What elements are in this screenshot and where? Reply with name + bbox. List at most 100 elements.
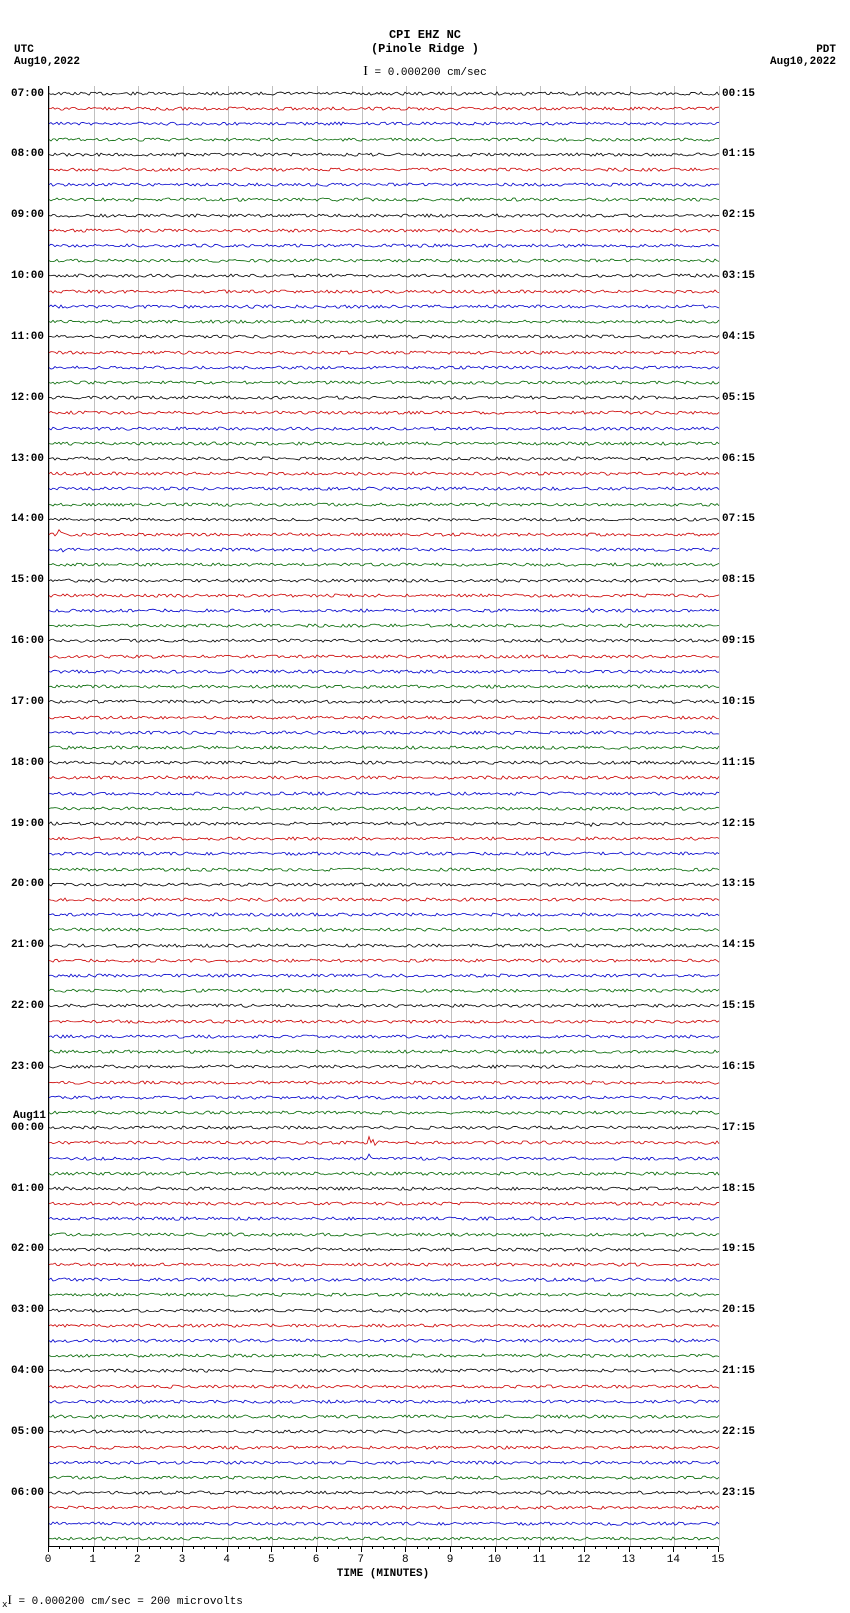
x-tick — [539, 1546, 540, 1552]
date-left: Aug10,2022 — [14, 56, 80, 68]
time-label-pdt: 16:15 — [722, 1061, 766, 1073]
seismic-trace — [49, 527, 719, 542]
time-label-utc: 12:00 — [2, 392, 44, 404]
x-tick — [182, 1546, 183, 1552]
time-label-utc: 21:00 — [2, 939, 44, 951]
time-label-pdt: 07:15 — [722, 513, 766, 525]
time-label-utc: 08:00 — [2, 148, 44, 160]
seismic-trace — [49, 786, 719, 801]
seismic-trace — [49, 497, 719, 512]
x-tick-minor — [338, 1546, 339, 1549]
x-tick-minor — [439, 1546, 440, 1549]
seismic-trace — [49, 1014, 719, 1029]
x-tick-minor — [461, 1546, 462, 1549]
x-tick-minor — [662, 1546, 663, 1549]
seismic-trace — [49, 223, 719, 238]
seismic-trace — [49, 314, 719, 329]
station-title: CPI EHZ NC — [0, 28, 850, 42]
seismic-trace — [49, 618, 719, 633]
seismic-trace — [49, 284, 719, 299]
seismic-trace — [49, 831, 719, 846]
x-tick-label: 10 — [488, 1554, 501, 1566]
x-tick — [271, 1546, 272, 1552]
x-tick-minor — [595, 1546, 596, 1549]
x-tick-minor — [562, 1546, 563, 1549]
time-label-utc: 03:00 — [2, 1304, 44, 1316]
time-label-pdt: 04:15 — [722, 331, 766, 343]
x-tick-minor — [238, 1546, 239, 1549]
time-label-utc: 07:00 — [2, 88, 44, 100]
seismic-trace — [49, 345, 719, 360]
x-tick-minor — [160, 1546, 161, 1549]
x-tick-minor — [517, 1546, 518, 1549]
x-tick-label: 7 — [357, 1554, 364, 1566]
x-tick — [227, 1546, 228, 1552]
seismic-trace — [49, 162, 719, 177]
seismic-trace — [49, 1333, 719, 1348]
seismic-trace — [49, 1029, 719, 1044]
x-tick-minor — [216, 1546, 217, 1549]
seismic-trace — [49, 770, 719, 785]
seismic-trace — [49, 1318, 719, 1333]
x-tick-minor — [193, 1546, 194, 1549]
seismic-trace — [49, 512, 719, 527]
x-tick-minor — [573, 1546, 574, 1549]
time-label-pdt: 01:15 — [722, 148, 766, 160]
x-tick — [93, 1546, 94, 1552]
time-label-pdt: 08:15 — [722, 574, 766, 586]
seismic-trace — [49, 679, 719, 694]
seismic-trace — [49, 633, 719, 648]
time-label-pdt: 15:15 — [722, 1000, 766, 1012]
time-label-utc: 00:00 — [2, 1122, 44, 1134]
x-tick-label: 9 — [447, 1554, 454, 1566]
x-tick-label: 8 — [402, 1554, 409, 1566]
time-label-pdt: 23:15 — [722, 1487, 766, 1499]
x-tick-minor — [528, 1546, 529, 1549]
seismic-trace — [49, 375, 719, 390]
x-tick — [361, 1546, 362, 1552]
seismic-trace — [49, 116, 719, 131]
x-tick-label: 15 — [711, 1554, 724, 1566]
seismic-trace — [49, 1485, 719, 1500]
x-tick-minor — [104, 1546, 105, 1549]
x-tick-label: 2 — [134, 1554, 141, 1566]
x-tick — [718, 1546, 719, 1552]
time-label-pdt: 17:15 — [722, 1122, 766, 1134]
time-label-utc: 14:00 — [2, 513, 44, 525]
seismic-trace — [49, 177, 719, 192]
seismic-trace — [49, 983, 719, 998]
plot-area — [48, 86, 719, 1547]
x-tick-minor — [506, 1546, 507, 1549]
seismic-trace — [49, 892, 719, 907]
x-tick-minor — [305, 1546, 306, 1549]
x-tick — [48, 1546, 49, 1552]
x-tick — [673, 1546, 674, 1552]
seismic-trace — [49, 1059, 719, 1074]
seismic-trace — [49, 603, 719, 618]
x-tick — [405, 1546, 406, 1552]
x-tick-label: 14 — [667, 1554, 680, 1566]
x-tick-minor — [249, 1546, 250, 1549]
seismic-trace — [49, 1257, 719, 1272]
seismic-trace — [49, 801, 719, 816]
seismic-trace — [49, 1303, 719, 1318]
time-label-pdt: 05:15 — [722, 392, 766, 404]
x-tick-minor — [383, 1546, 384, 1549]
x-tick-minor — [651, 1546, 652, 1549]
x-tick-minor — [685, 1546, 686, 1549]
x-tick-minor — [696, 1546, 697, 1549]
seismic-trace — [49, 725, 719, 740]
seismic-trace — [49, 740, 719, 755]
time-label-utc: 02:00 — [2, 1243, 44, 1255]
x-tick — [629, 1546, 630, 1552]
seismic-trace — [49, 253, 719, 268]
seismic-trace — [49, 1440, 719, 1455]
x-tick — [495, 1546, 496, 1552]
seismic-trace — [49, 557, 719, 572]
x-tick-minor — [428, 1546, 429, 1549]
seismic-trace — [49, 1227, 719, 1242]
seismic-trace — [49, 877, 719, 892]
seismic-trace — [49, 360, 719, 375]
x-tick-minor — [149, 1546, 150, 1549]
seismic-trace — [49, 998, 719, 1013]
